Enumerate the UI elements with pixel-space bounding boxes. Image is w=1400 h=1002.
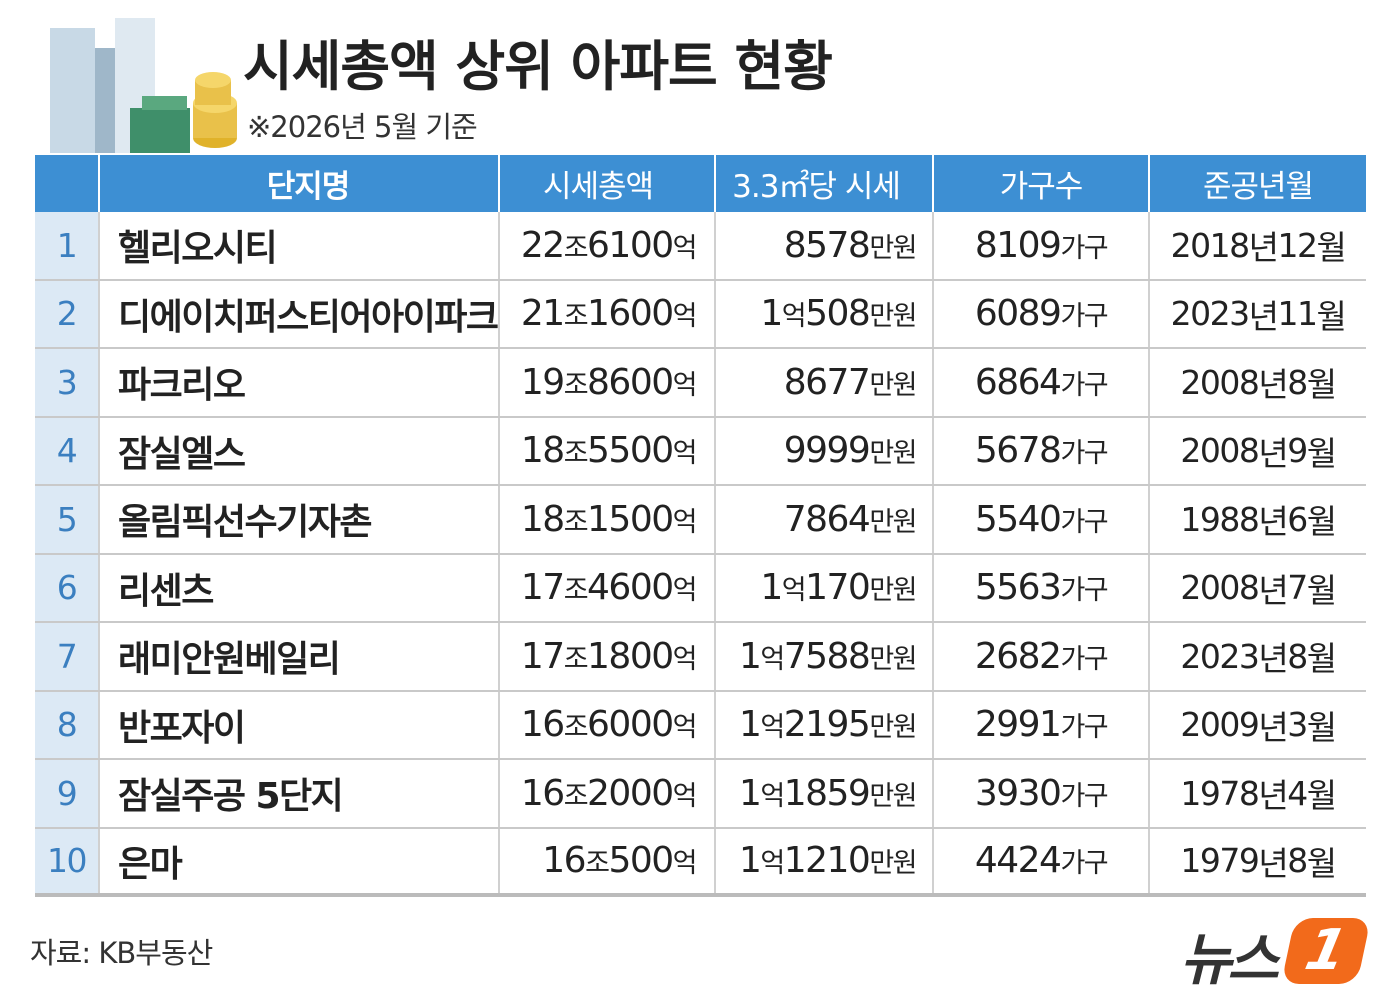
header-cell: 시세총액 (500, 155, 716, 212)
table-cell: 래미안원베일리 (100, 623, 500, 690)
table-cell: 4424 가구 (934, 828, 1150, 893)
table-cell: 10 (35, 828, 100, 893)
table-header: 단지명 시세총액 3.3㎡당 시세 가구수 준공년월 (35, 155, 1366, 212)
table-cell: 5540 가구 (934, 486, 1150, 553)
table-cell: 2023 년 11 월 (1170, 294, 1347, 336)
table-cell: 7864 만원 (716, 486, 934, 553)
illustration (50, 18, 237, 153)
table-cell: 7 (35, 623, 100, 690)
table-cell: 8578 만원 (716, 212, 934, 279)
header-cell (35, 155, 100, 212)
table-cell: 17 조 1800 억 (500, 623, 716, 690)
logo: 뉴스 (1180, 928, 1279, 993)
table-cell: 21 조 1600 억 (500, 280, 716, 347)
table-cell: 8677 만원 (716, 349, 934, 416)
table-cell: 파크리오 (100, 349, 500, 416)
table-cell: 22 조 6100 억 (500, 212, 716, 279)
table-cell: 2 (35, 280, 100, 347)
subtitle: ※2026년 5월 기준 (247, 110, 478, 144)
table-cell: 헬리오시티 (100, 212, 500, 279)
table-cell: 17 조 4600 억 (500, 554, 716, 621)
table-cell: 5678 가구 (934, 417, 1150, 484)
table-cell: 1 억 1859 만원 (716, 760, 934, 827)
header-cell: 3.3㎡당 시세 (716, 155, 934, 212)
header-cell: 준공년월 (1202, 169, 1314, 205)
table-cell: 9 (35, 760, 100, 827)
table-cell: 16 조 6000 억 (500, 691, 716, 758)
table-cell: 1 억 508 만원 (716, 280, 934, 347)
table-cell: 18 조 1500 억 (500, 486, 716, 553)
table-cell: 1 억 1210 만원 (716, 828, 934, 893)
table-cell: 잠실엘스 (100, 417, 500, 484)
table-cell: 리센츠 (100, 554, 500, 621)
table-cell: 2682 가구 (934, 623, 1150, 690)
header-cell: 단지명 (100, 155, 500, 212)
table-cell: 2018 년 12 월 (1170, 225, 1347, 268)
table-cell: 5563 가구 (934, 554, 1150, 621)
source: 자료: KB부동산 (30, 936, 213, 970)
table-cell: 3 (35, 349, 100, 416)
table-cell: 6089 가구 (934, 280, 1150, 347)
table-cell: 1 억 170 만원 (716, 554, 934, 621)
logo-mark: 1 (1280, 918, 1372, 984)
header-cell: 가구수 (934, 155, 1150, 212)
table-cell: 5 (35, 486, 100, 553)
table-cell: 16 조 500 억 (500, 828, 716, 893)
table-cell: 8 (35, 691, 100, 758)
table-row: 1 헬리오시티 22 조 6100 억 8578 만원 8109 가구 2018 년 12 월 (35, 212, 1366, 281)
table-cell: 6864 가구 (934, 349, 1150, 416)
table-cell: 1 (35, 212, 100, 279)
table-cell: 8109 가구 (934, 212, 1150, 279)
table-cell: 6 (35, 554, 100, 621)
table-cell: 18 조 5500 억 (500, 417, 716, 484)
title: 시세총액 상위 아파트 현황 (243, 35, 833, 98)
table-cell: 잠실주공 5단지 (100, 760, 500, 827)
table-cell: 디에이치퍼스티어아이파크 (100, 280, 500, 347)
table-cell: 2991 가구 (934, 691, 1150, 758)
table-cell: 반포자이 (100, 691, 500, 758)
table: 단지명 시세총액 3.3㎡당 시세 가구수 준공년월 1 헬리오시티 22 조 6100… (35, 155, 1366, 897)
table-cell: 은마 (100, 828, 500, 893)
table-cell: 1 억 7588 만원 (716, 623, 934, 690)
table-cell: 4 (35, 417, 100, 484)
table-cell: 3930 가구 (934, 760, 1150, 827)
table-cell: 9999 만원 (716, 417, 934, 484)
table-cell: 올림픽선수기자촌 (100, 486, 500, 553)
table-cell: 16 조 2000 억 (500, 760, 716, 827)
table-cell: 19 조 8600 억 (500, 349, 716, 416)
table-row: 2 디에이치퍼스티어아이파크 21 조 1600 억 1 억 508 만원 6089 가구 2023 년 … (35, 280, 1366, 349)
table-cell: 1 억 2195 만원 (716, 691, 934, 758)
